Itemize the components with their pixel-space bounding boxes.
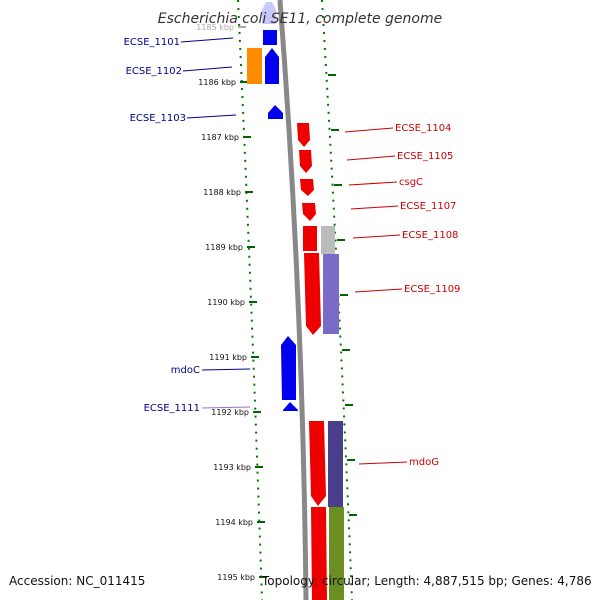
leader-ecse-1109	[354, 288, 403, 293]
accession-text: Accession: NC_011415	[9, 574, 146, 588]
leader-mdog	[358, 461, 408, 465]
tick-label-1187: 1187 kbp	[201, 133, 239, 142]
leader-ecse-1107	[350, 205, 399, 210]
leader-ecse-1108	[352, 234, 401, 239]
gene-label-mdog: mdoG	[409, 457, 439, 468]
gene-arrow-ecse-1105	[299, 150, 312, 173]
tick-label-1192: 1192 kbp	[211, 408, 249, 417]
tick-label-1193: 1193 kbp	[213, 463, 251, 472]
tick-labels: 1185 kbp 1186 kbp 1187 kbp 1188 kbp 1189…	[196, 23, 255, 582]
leader-mdoc	[201, 368, 251, 371]
gene-arrow-ecse-1103	[268, 105, 283, 119]
tick-label-1188: 1188 kbp	[203, 188, 241, 197]
gene-arrow-ecse-1111	[283, 402, 298, 411]
track-block-grey	[321, 226, 335, 254]
gene-arrow-ecse-1108	[303, 226, 317, 251]
leader-csgc	[348, 181, 398, 186]
leader-lines	[180, 37, 408, 465]
tick-label-1191: 1191 kbp	[209, 353, 247, 362]
gene-arrow-csgc	[300, 179, 314, 196]
gene-arrow-top-partial	[262, 2, 276, 24]
genome-backbone	[277, 0, 309, 600]
track-block-navy	[328, 421, 343, 507]
leader-ecse-1103	[186, 114, 237, 119]
tick-marks	[238, 26, 267, 578]
topology-text: Topology: circular; Length: 4,887,515 bp…	[262, 574, 592, 588]
gene-arrow-mdog	[309, 421, 326, 506]
gene-label-ecse-1105: ECSE_1105	[397, 151, 453, 162]
tick-label-1195: 1195 kbp	[217, 573, 255, 582]
track-block-purple	[323, 254, 339, 334]
gene-block-orange	[247, 48, 262, 84]
gene-arrow-ecse-1101	[263, 30, 277, 45]
gene-label-ecse-1111: ECSE_1111	[144, 403, 200, 414]
right-track-ticks	[328, 74, 357, 516]
secondary-track	[321, 226, 344, 600]
gene-label-ecse-1109: ECSE_1109	[404, 284, 460, 295]
leader-ecse-1101	[180, 37, 234, 43]
tick-label-1185: 1185 kbp	[196, 23, 234, 32]
track-block-olive	[329, 507, 344, 600]
gene-labels: ECSE_1101 ECSE_1102 ECSE_1103 ECSE_1104 …	[124, 37, 461, 468]
leader-ecse-1102	[182, 66, 233, 72]
gene-arrow-ecse-1102	[265, 48, 279, 84]
gene-arrow-ecse-1107	[302, 203, 316, 221]
reverse-strand-genes	[247, 2, 298, 411]
gene-arrow-mdoc	[281, 336, 296, 400]
gene-label-ecse-1104: ECSE_1104	[395, 123, 451, 134]
tick-label-1194: 1194 kbp	[215, 518, 253, 527]
gene-label-ecse-1108: ECSE_1108	[402, 230, 458, 241]
forward-strand-genes	[297, 123, 327, 600]
tick-label-1189: 1189 kbp	[205, 243, 243, 252]
tick-label-1190: 1190 kbp	[207, 298, 245, 307]
gene-arrow-bottom	[311, 507, 327, 600]
gene-label-ecse-1107: ECSE_1107	[400, 201, 456, 212]
gene-arrow-ecse-1109	[304, 253, 321, 335]
tick-label-1186: 1186 kbp	[198, 78, 236, 87]
leader-ecse-1111	[201, 406, 251, 409]
leader-ecse-1105	[346, 155, 396, 161]
gene-label-ecse-1101: ECSE_1101	[124, 37, 180, 48]
gene-label-mdoc: mdoC	[171, 365, 200, 376]
gene-label-ecse-1102: ECSE_1102	[126, 66, 182, 77]
gene-arrow-ecse-1104	[297, 123, 310, 147]
leader-ecse-1104	[344, 127, 394, 133]
map-title: Escherichia coli SE11, complete genome	[158, 11, 442, 27]
gene-label-csgc: csgC	[399, 177, 423, 188]
gene-label-ecse-1103: ECSE_1103	[130, 113, 186, 124]
